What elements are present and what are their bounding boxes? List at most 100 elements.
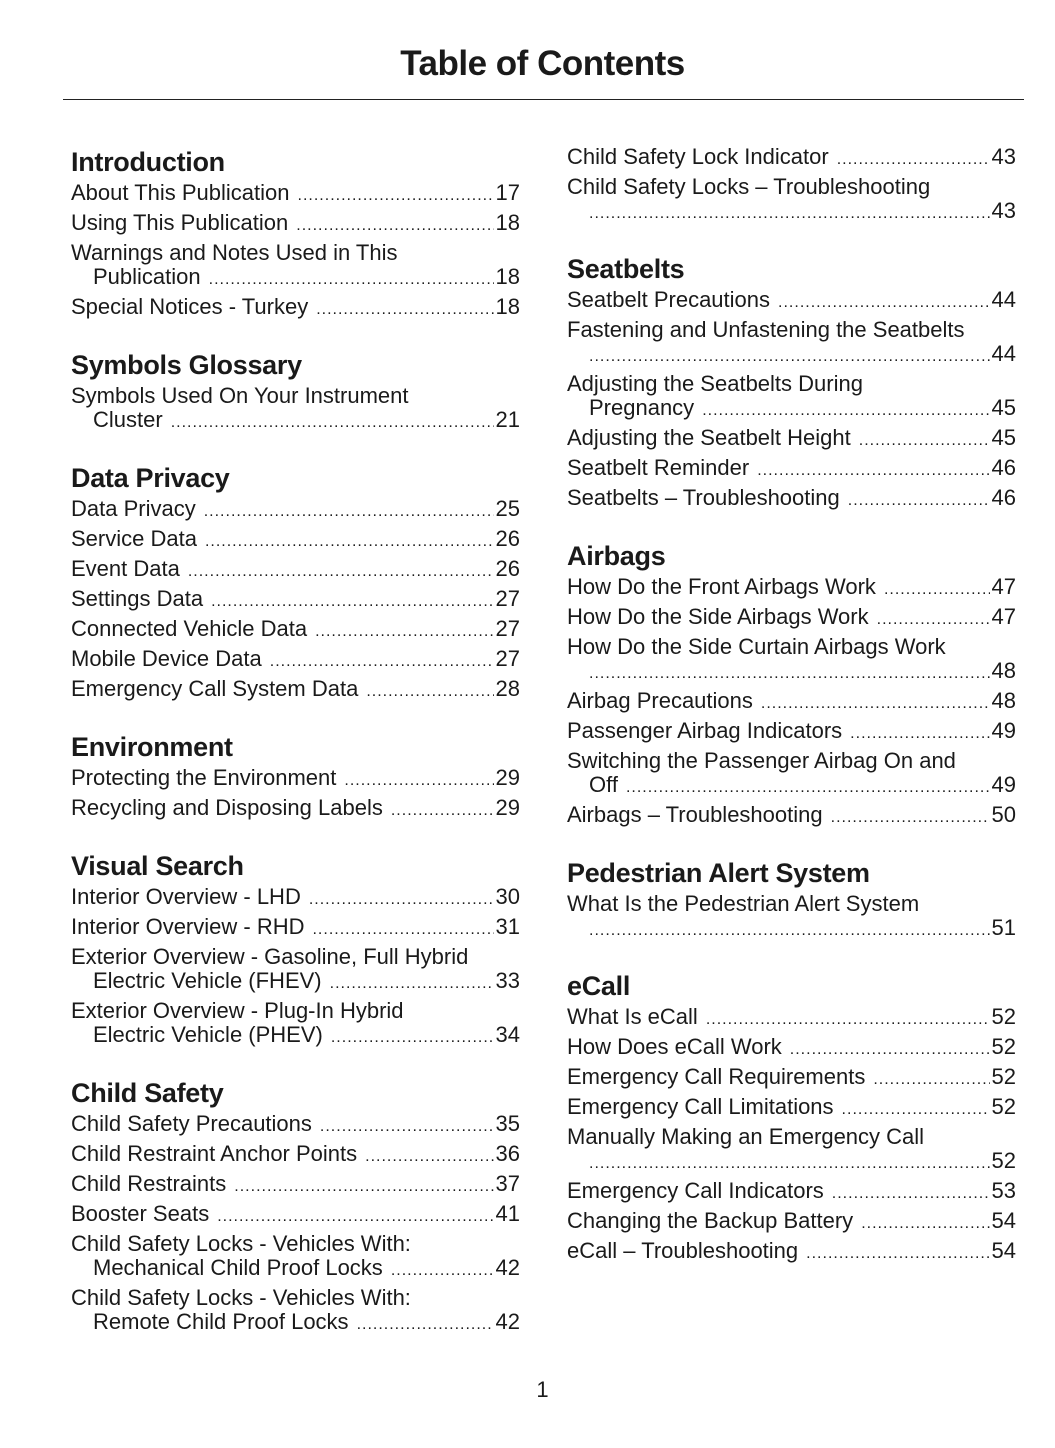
toc-entry[interactable]: Special Notices - Turkey................… <box>71 295 520 325</box>
page-ref[interactable]: 47 <box>991 604 1016 629</box>
toc-entry[interactable]: Airbags – Troubleshooting...............… <box>567 803 1016 833</box>
toc-entry[interactable]: Switching the Passenger Airbag On and Off… <box>567 749 1016 803</box>
page-ref[interactable]: 44 <box>991 287 1016 312</box>
page-ref[interactable]: 18 <box>495 294 520 319</box>
page-ref[interactable]: 52 <box>991 1064 1016 1089</box>
page-ref[interactable]: 47 <box>991 574 1016 599</box>
page-ref[interactable]: 43 <box>991 198 1016 223</box>
toc-entry[interactable]: Data Privacy............................… <box>71 497 520 527</box>
toc-entry[interactable]: Child Safety Locks - Vehicles With: Mecha… <box>71 1232 520 1286</box>
page-ref[interactable]: 29 <box>495 765 520 790</box>
toc-entry[interactable]: Emergency Call Indicators...............… <box>567 1179 1016 1209</box>
page-ref[interactable]: 54 <box>991 1238 1016 1263</box>
page-ref[interactable]: 27 <box>495 616 520 641</box>
toc-entry[interactable]: Interior Overview - RHD.................… <box>71 915 520 945</box>
toc-entry[interactable]: Event Data..............................… <box>71 557 520 587</box>
page-ref[interactable]: 46 <box>991 455 1016 480</box>
toc-entry[interactable]: Exterior Overview - Plug-In Hybrid Electr… <box>71 999 520 1053</box>
page-ref[interactable]: 29 <box>495 795 520 820</box>
page-ref[interactable]: 43 <box>991 144 1016 169</box>
toc-entry[interactable]: Protecting the Environment..............… <box>71 766 520 796</box>
page-ref[interactable]: 27 <box>495 586 520 611</box>
page-ref[interactable]: 46 <box>991 485 1016 510</box>
toc-entry[interactable]: Service Data............................… <box>71 527 520 557</box>
toc-entry[interactable]: About This Publication..................… <box>71 181 520 211</box>
toc-entry[interactable]: Passenger Airbag Indicators.............… <box>567 719 1016 749</box>
page-ref[interactable]: 51 <box>991 915 1016 940</box>
page-ref[interactable]: 27 <box>495 646 520 671</box>
page-ref[interactable]: 26 <box>495 556 520 581</box>
toc-entry[interactable]: Emergency Call System Data..............… <box>71 677 520 707</box>
entry-title: Connected Vehicle Data <box>71 616 308 641</box>
toc-entry[interactable]: Child Restraints........................… <box>71 1172 520 1202</box>
page-ref[interactable]: 36 <box>495 1141 520 1166</box>
toc-entry[interactable]: Seatbelt Reminder.......................… <box>567 456 1016 486</box>
toc-entry[interactable]: What Is the Pedestrian Alert System.....… <box>567 892 1016 946</box>
page-ref[interactable]: 34 <box>495 1022 520 1047</box>
page-ref[interactable]: 52 <box>991 1094 1016 1119</box>
page-ref[interactable]: 37 <box>495 1171 520 1196</box>
toc-entry[interactable]: Connected Vehicle Data..................… <box>71 617 520 647</box>
toc-entry-line: Cluster.................................… <box>71 408 520 432</box>
toc-entry[interactable]: Settings Data...........................… <box>71 587 520 617</box>
page-ref[interactable]: 53 <box>991 1178 1016 1203</box>
page-ref[interactable]: 52 <box>991 1004 1016 1029</box>
toc-entry[interactable]: How Do the Side Curtain Airbags Work....… <box>567 635 1016 689</box>
toc-entry[interactable]: Mobile Device Data......................… <box>71 647 520 677</box>
toc-entry[interactable]: Booster Seats...........................… <box>71 1202 520 1232</box>
toc-entry[interactable]: Recycling and Disposing Labels..........… <box>71 796 520 826</box>
page-ref[interactable]: 42 <box>495 1309 520 1334</box>
page-ref[interactable]: 33 <box>495 968 520 993</box>
page-ref[interactable]: 52 <box>991 1148 1016 1173</box>
toc-entry[interactable]: Symbols Used On Your Instrument Cluster..… <box>71 384 520 438</box>
toc-entry[interactable]: How Does eCall Work.....................… <box>567 1035 1016 1065</box>
page-ref[interactable]: 45 <box>991 425 1016 450</box>
page-ref[interactable]: 21 <box>495 407 520 432</box>
page-ref[interactable]: 42 <box>495 1255 520 1280</box>
page-ref[interactable]: 45 <box>991 395 1016 420</box>
toc-entry[interactable]: Warnings and Notes Used in This Publicati… <box>71 241 520 295</box>
page-ref[interactable]: 54 <box>991 1208 1016 1233</box>
page-ref[interactable]: 31 <box>495 914 520 939</box>
toc-entry[interactable]: Child Safety Locks - Vehicles With: Remot… <box>71 1286 520 1340</box>
toc-entry[interactable]: eCall – Troubleshooting.................… <box>567 1239 1016 1269</box>
toc-entry[interactable]: Exterior Overview - Gasoline, Full Hybri… <box>71 945 520 999</box>
page-ref[interactable]: 28 <box>495 676 520 701</box>
toc-entry[interactable]: How Do the Side Airbags Work............… <box>567 605 1016 635</box>
toc-entry[interactable]: Changing the Backup Battery.............… <box>567 1209 1016 1239</box>
toc-entry[interactable]: Adjusting the Seatbelts During Pregnancy.… <box>567 372 1016 426</box>
toc-entry[interactable]: How Do the Front Airbags Work...........… <box>567 575 1016 605</box>
toc-entry[interactable]: Using This Publication..................… <box>71 211 520 241</box>
page-ref[interactable]: 49 <box>991 772 1016 797</box>
page-ref[interactable]: 18 <box>495 264 520 289</box>
page-ref[interactable]: 48 <box>991 658 1016 683</box>
page-ref[interactable]: 25 <box>495 496 520 521</box>
toc-column-right: Child Safety Lock Indicator.............… <box>567 145 1016 1269</box>
page-ref[interactable]: 17 <box>495 180 520 205</box>
toc-entry[interactable]: Child Safety Precautions................… <box>71 1112 520 1142</box>
toc-entry[interactable]: Emergency Call Requirements.............… <box>567 1065 1016 1095</box>
toc-entry[interactable]: Adjusting the Seatbelt Height...........… <box>567 426 1016 456</box>
toc-entry[interactable]: Manually Making an Emergency Call.......… <box>567 1125 1016 1179</box>
toc-entry[interactable]: Seatbelts – Troubleshooting.............… <box>567 486 1016 516</box>
toc-entry[interactable]: Child Safety Locks – Troubleshooting....… <box>567 175 1016 229</box>
page-ref[interactable]: 52 <box>991 1034 1016 1059</box>
page-ref[interactable]: 35 <box>495 1111 520 1136</box>
toc-entry[interactable]: Fastening and Unfastening the Seatbelts.… <box>567 318 1016 372</box>
toc-entry[interactable]: Child Restraint Anchor Points...........… <box>71 1142 520 1172</box>
toc-entry[interactable]: Interior Overview - LHD.................… <box>71 885 520 915</box>
toc-entry[interactable]: What Is eCall...........................… <box>567 1005 1016 1035</box>
toc-entry[interactable]: Child Safety Lock Indicator.............… <box>567 145 1016 175</box>
toc-entry[interactable]: Seatbelt Precautions....................… <box>567 288 1016 318</box>
page-ref[interactable]: 18 <box>495 210 520 235</box>
page-ref[interactable]: 48 <box>991 688 1016 713</box>
toc-entry[interactable]: Emergency Call Limitations..............… <box>567 1095 1016 1125</box>
entry-title: Special Notices - Turkey <box>71 294 309 319</box>
page-ref[interactable]: 50 <box>991 802 1016 827</box>
page-ref[interactable]: 41 <box>495 1201 520 1226</box>
toc-entry[interactable]: Airbag Precautions......................… <box>567 689 1016 719</box>
page-ref[interactable]: 49 <box>991 718 1016 743</box>
page-ref[interactable]: 26 <box>495 526 520 551</box>
page-ref[interactable]: 44 <box>991 341 1016 366</box>
page-ref[interactable]: 30 <box>495 884 520 909</box>
